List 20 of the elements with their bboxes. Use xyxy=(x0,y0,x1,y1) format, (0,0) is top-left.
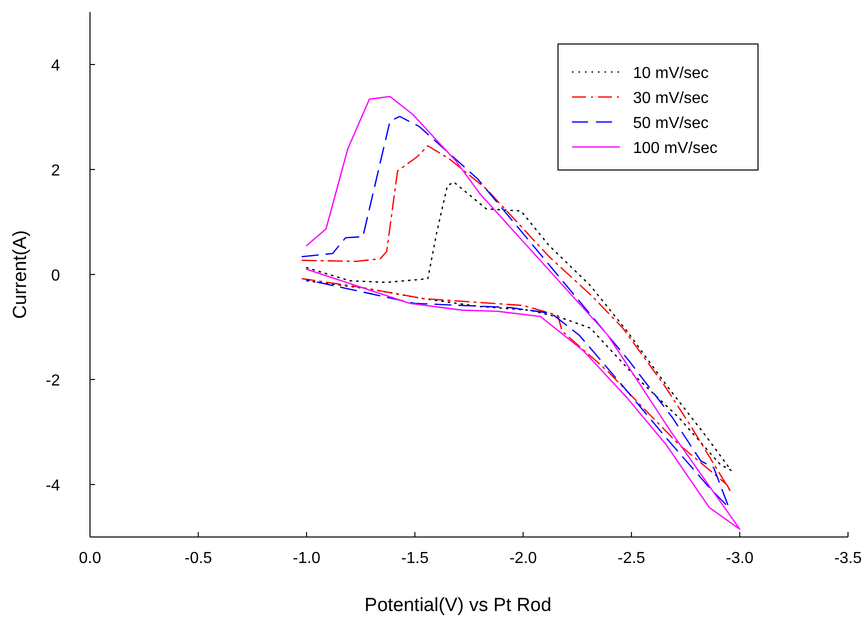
y-axis-title: Current(A) xyxy=(10,230,31,319)
x-tick-label: -3.0 xyxy=(726,550,754,567)
y-tick-label: 2 xyxy=(51,162,60,180)
y-tick-label: -4 xyxy=(46,478,60,494)
x-tick-label: -2.5 xyxy=(618,550,646,567)
x-tick-label: -1.5 xyxy=(401,550,429,567)
x-tick-label: -1.0 xyxy=(292,550,320,567)
x-tick-label: -2.0 xyxy=(509,550,538,567)
y-tick-label: -2 xyxy=(46,372,60,390)
x-tick-label: -0.5 xyxy=(184,550,212,567)
legend-label: 100 mV/sec xyxy=(633,140,718,157)
y-tick-label: 4 xyxy=(51,58,60,74)
x-axis-title: Potential(V) vs Pt Rod xyxy=(364,595,552,616)
legend-label: 30 mV/sec xyxy=(633,90,709,107)
legend-label: 50 mV/sec xyxy=(633,115,709,132)
line-series xyxy=(306,181,732,471)
legend-label: 10 mV/sec xyxy=(633,65,709,82)
x-tick-label: -3.5 xyxy=(834,550,862,567)
x-tick-label: 0.0 xyxy=(78,550,102,567)
y-tick-label: 0 xyxy=(51,268,60,284)
